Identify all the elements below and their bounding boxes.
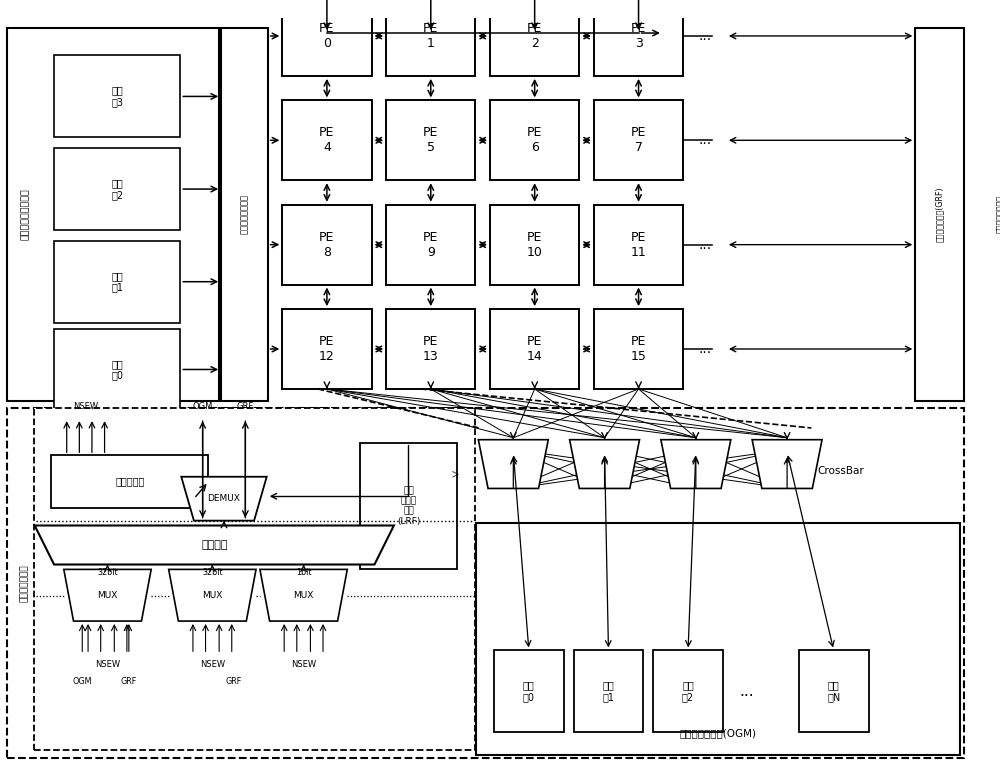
- Text: 输出寄存器: 输出寄存器: [115, 477, 145, 487]
- FancyBboxPatch shape: [799, 651, 869, 732]
- Polygon shape: [35, 525, 394, 564]
- FancyBboxPatch shape: [34, 408, 475, 750]
- Text: 全局寄存器文件(GRF): 全局寄存器文件(GRF): [935, 186, 944, 243]
- FancyBboxPatch shape: [282, 0, 372, 76]
- Text: PE
7: PE 7: [631, 126, 646, 154]
- FancyBboxPatch shape: [51, 455, 208, 508]
- FancyBboxPatch shape: [494, 651, 564, 732]
- Text: 存储
体N: 存储 体N: [827, 681, 840, 702]
- Text: PE
8: PE 8: [319, 231, 335, 259]
- Text: OGM: OGM: [72, 677, 92, 686]
- FancyBboxPatch shape: [282, 309, 372, 389]
- FancyBboxPatch shape: [594, 100, 683, 180]
- FancyBboxPatch shape: [360, 443, 457, 569]
- Text: 片上全局存储器(OGM): 片上全局存储器(OGM): [680, 728, 757, 738]
- FancyBboxPatch shape: [490, 309, 579, 389]
- Text: 32bit: 32bit: [97, 567, 118, 577]
- Text: ...: ...: [739, 684, 754, 699]
- Text: 存储
体1: 存储 体1: [602, 681, 614, 702]
- Text: 上下文存储单元: 上下文存储单元: [19, 564, 28, 602]
- Text: NSEW: NSEW: [200, 661, 225, 669]
- FancyBboxPatch shape: [7, 408, 964, 758]
- FancyBboxPatch shape: [490, 0, 579, 76]
- Text: 存储
体3: 存储 体3: [111, 85, 123, 107]
- FancyBboxPatch shape: [54, 148, 180, 230]
- FancyBboxPatch shape: [386, 0, 475, 76]
- FancyBboxPatch shape: [594, 205, 683, 285]
- Polygon shape: [570, 440, 640, 488]
- Text: 存储
体0: 存储 体0: [111, 359, 123, 380]
- Polygon shape: [478, 440, 548, 488]
- Text: ...: ...: [698, 29, 711, 43]
- Text: CrossBar: CrossBar: [817, 466, 864, 476]
- Text: 存储
体2: 存储 体2: [682, 681, 694, 702]
- Text: PE
13: PE 13: [423, 335, 439, 363]
- FancyBboxPatch shape: [282, 100, 372, 180]
- Text: PE
6: PE 6: [527, 126, 542, 154]
- Text: PE
2: PE 2: [527, 22, 542, 50]
- Text: 存储
体2: 存储 体2: [111, 179, 123, 200]
- Text: PE
9: PE 9: [423, 231, 438, 259]
- Text: PE
10: PE 10: [527, 231, 543, 259]
- Text: MUX: MUX: [97, 591, 118, 600]
- Text: PE
0: PE 0: [319, 22, 335, 50]
- FancyBboxPatch shape: [574, 651, 643, 732]
- FancyBboxPatch shape: [221, 28, 268, 400]
- FancyBboxPatch shape: [490, 100, 579, 180]
- Polygon shape: [64, 569, 151, 621]
- Text: PE
5: PE 5: [423, 126, 438, 154]
- FancyBboxPatch shape: [490, 205, 579, 285]
- FancyBboxPatch shape: [594, 309, 683, 389]
- FancyBboxPatch shape: [594, 0, 683, 76]
- Text: OGM: OGM: [192, 402, 213, 411]
- Polygon shape: [260, 569, 347, 621]
- FancyBboxPatch shape: [282, 205, 372, 285]
- Text: PE
14: PE 14: [527, 335, 543, 363]
- FancyBboxPatch shape: [386, 205, 475, 285]
- Polygon shape: [181, 477, 267, 521]
- Text: PE
12: PE 12: [319, 335, 335, 363]
- FancyBboxPatch shape: [386, 100, 475, 180]
- Text: ...: ...: [698, 238, 711, 252]
- FancyBboxPatch shape: [915, 28, 964, 400]
- Text: 上下文存储控制器: 上下文存储控制器: [240, 194, 249, 234]
- Text: PE
15: PE 15: [631, 335, 646, 363]
- Text: GRF: GRF: [121, 677, 137, 686]
- Text: 本地
寄存器
文件
(LRF): 本地 寄存器 文件 (LRF): [397, 486, 420, 526]
- Polygon shape: [752, 440, 822, 488]
- FancyBboxPatch shape: [653, 651, 723, 732]
- Polygon shape: [169, 569, 256, 621]
- Text: 功能单元: 功能单元: [201, 540, 228, 550]
- Text: 存储
体1: 存储 体1: [111, 271, 123, 293]
- FancyBboxPatch shape: [386, 309, 475, 389]
- FancyBboxPatch shape: [7, 28, 219, 400]
- Text: 1bit: 1bit: [296, 567, 311, 577]
- Text: PE
3: PE 3: [631, 22, 646, 50]
- Text: PE
4: PE 4: [319, 126, 335, 154]
- Text: 存储
体0: 存储 体0: [523, 681, 535, 702]
- FancyBboxPatch shape: [476, 523, 960, 755]
- Text: 32bit: 32bit: [202, 567, 223, 577]
- Text: DEMUX: DEMUX: [208, 494, 240, 503]
- Text: NSEW: NSEW: [95, 661, 120, 669]
- Text: NSEW: NSEW: [74, 402, 99, 411]
- Text: ...: ...: [698, 342, 711, 356]
- Text: GRF: GRF: [226, 677, 242, 686]
- Text: 全局端口接口总线: 全局端口接口总线: [996, 196, 1000, 233]
- Text: NSEW: NSEW: [291, 661, 316, 669]
- Text: PE
11: PE 11: [631, 231, 646, 259]
- Text: ...: ...: [698, 133, 711, 147]
- Text: MUX: MUX: [202, 591, 223, 600]
- Text: 片上配置文件存储器: 片上配置文件存储器: [20, 189, 29, 240]
- Polygon shape: [661, 440, 731, 488]
- FancyBboxPatch shape: [54, 329, 180, 410]
- FancyBboxPatch shape: [54, 241, 180, 323]
- Text: PE
1: PE 1: [423, 22, 438, 50]
- FancyBboxPatch shape: [54, 55, 180, 137]
- Text: MUX: MUX: [293, 591, 314, 600]
- Text: GRF: GRF: [237, 402, 254, 411]
